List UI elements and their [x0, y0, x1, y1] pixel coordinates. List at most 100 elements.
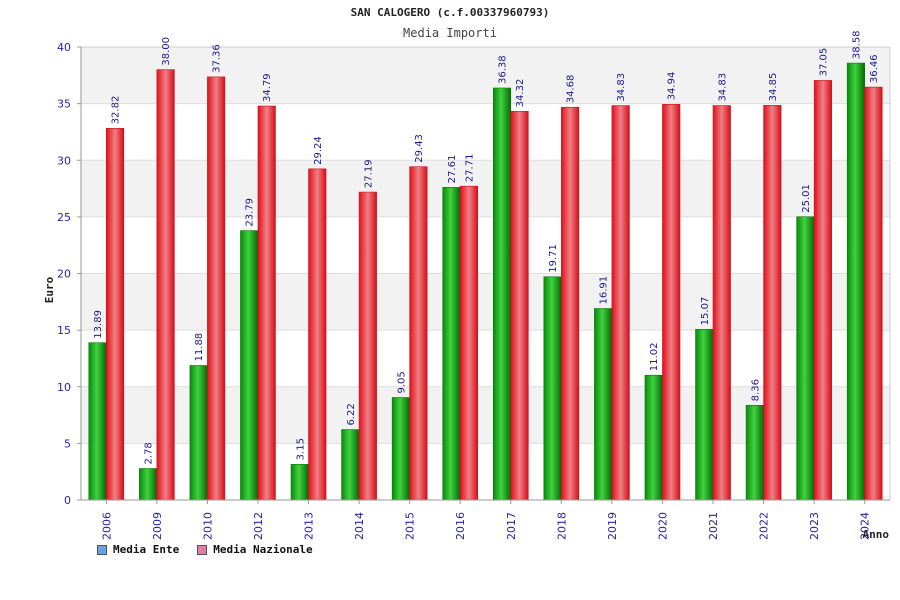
data-label: 29.43 — [414, 134, 425, 163]
y-tick-label: 5 — [64, 437, 71, 450]
y-tick-label: 30 — [57, 154, 71, 167]
y-tick-label: 15 — [57, 324, 71, 337]
bar-media-nazionale — [813, 80, 832, 501]
data-label: 34.83 — [717, 73, 728, 102]
legend-swatch-media-nazionale — [197, 544, 208, 555]
bar-media-nazionale — [409, 166, 428, 501]
x-tick-label: 2012 — [252, 512, 265, 540]
data-label: 34.79 — [262, 73, 273, 102]
chart-title: SAN CALOGERO (c.f.00337960793) — [350, 6, 550, 19]
bar-media-nazionale — [763, 105, 782, 501]
x-tick-label: 2009 — [151, 512, 164, 540]
y-tick-label: 40 — [57, 41, 71, 54]
data-label: 27.19 — [363, 159, 374, 188]
data-label: 15.07 — [700, 297, 711, 326]
bar-media-nazionale — [105, 128, 125, 501]
bar-media-nazionale — [459, 185, 479, 501]
y-axis-label: Euro — [43, 276, 56, 303]
bar-media-ente — [290, 464, 309, 501]
bar-media-ente — [543, 276, 562, 501]
legend-label-media-nazionale: Media Nazionale — [213, 543, 313, 556]
data-label: 34.32 — [515, 79, 526, 108]
data-label: 3.15 — [295, 438, 306, 460]
data-label: 11.88 — [194, 333, 205, 362]
data-label: 36.46 — [869, 54, 880, 83]
y-tick-label: 0 — [64, 494, 71, 507]
data-label: 34.83 — [616, 73, 627, 102]
bar-media-ente — [745, 405, 764, 501]
legend-item-media-nazionale: Media Nazionale — [197, 543, 313, 556]
x-tick-label: 2006 — [100, 512, 113, 540]
bar-media-nazionale — [308, 168, 327, 501]
bar-media-ente — [442, 187, 461, 501]
legend: Media Ente Media Nazionale — [97, 543, 313, 556]
data-label: 29.24 — [313, 136, 324, 165]
bar-media-ente — [88, 342, 107, 501]
bar-media-ente — [695, 329, 714, 501]
x-tick-label: 2024 — [859, 512, 872, 540]
bar-media-ente — [341, 429, 360, 501]
y-tick-label: 20 — [57, 268, 71, 281]
data-label: 37.05 — [818, 48, 829, 77]
data-label: 38.58 — [851, 30, 862, 59]
legend-item-media-ente: Media Ente — [97, 543, 179, 556]
data-label: 37.36 — [212, 44, 223, 73]
data-label: 9.05 — [396, 371, 407, 393]
bar-media-nazionale — [156, 69, 175, 501]
x-tick-label: 2020 — [656, 512, 669, 540]
x-axis: 2006 2009 2010 2012 2013 2014 2015 2016 2017 2018… — [81, 499, 890, 540]
data-label: 34.85 — [768, 73, 779, 102]
bar-media-ente — [139, 468, 158, 501]
data-label: 27.71 — [464, 154, 475, 183]
x-tick-label: 2018 — [555, 512, 568, 540]
x-tick-label: 2015 — [404, 512, 417, 540]
bar-media-ente — [796, 216, 815, 501]
x-tick-label: 2021 — [707, 512, 720, 540]
x-tick-label: 2023 — [808, 512, 821, 540]
legend-label-media-ente: Media Ente — [113, 543, 180, 556]
legend-swatch-media-ente — [97, 544, 107, 555]
data-label: 11.02 — [649, 343, 660, 372]
chart-subtitle: Media Importi — [403, 26, 497, 40]
x-tick-label: 2022 — [758, 512, 771, 540]
data-label: 38.00 — [161, 37, 172, 66]
data-label: 32.82 — [111, 96, 122, 125]
x-tick-label: 2010 — [201, 512, 214, 540]
bar-media-ente — [189, 365, 208, 501]
data-label: 34.94 — [667, 72, 678, 101]
data-label: 36.38 — [498, 55, 509, 84]
x-tick-label: 2013 — [303, 512, 316, 540]
data-label: 23.79 — [245, 198, 256, 227]
bar-media-nazionale — [864, 86, 883, 501]
y-tick-label: 25 — [57, 211, 71, 224]
x-tick-label: 2019 — [606, 512, 619, 540]
data-label: 19.71 — [548, 244, 559, 273]
data-label: 8.36 — [750, 379, 761, 401]
y-tick-label: 10 — [57, 381, 71, 394]
data-label: 27.61 — [447, 155, 458, 184]
data-label: 6.22 — [346, 403, 357, 425]
y-tick-label: 35 — [57, 98, 71, 111]
bar-media-ente — [644, 374, 663, 501]
bar-media-ente — [846, 62, 866, 501]
bar-media-ente — [240, 230, 259, 501]
bar-media-nazionale — [712, 105, 731, 501]
bar-media-nazionale — [358, 191, 377, 501]
data-label: 13.89 — [93, 310, 104, 339]
bar-media-nazionale — [662, 104, 681, 501]
bar-media-nazionale — [257, 105, 276, 501]
data-label: 2.78 — [144, 442, 155, 464]
bar-media-ente — [594, 308, 613, 501]
bar-media-nazionale — [611, 105, 630, 501]
data-label: 16.91 — [599, 276, 610, 305]
x-tick-label: 2017 — [505, 512, 518, 540]
data-label: 34.68 — [566, 75, 577, 104]
data-label: 25.01 — [801, 184, 812, 213]
bar-media-nazionale — [510, 111, 529, 501]
x-axis-label: Anno — [863, 528, 890, 541]
bar-media-nazionale — [207, 76, 226, 501]
bar-media-ente — [391, 397, 410, 501]
bar-media-nazionale — [561, 106, 580, 501]
y-axis: 0 5 10 15 20 25 30 35 40 — [57, 41, 82, 507]
